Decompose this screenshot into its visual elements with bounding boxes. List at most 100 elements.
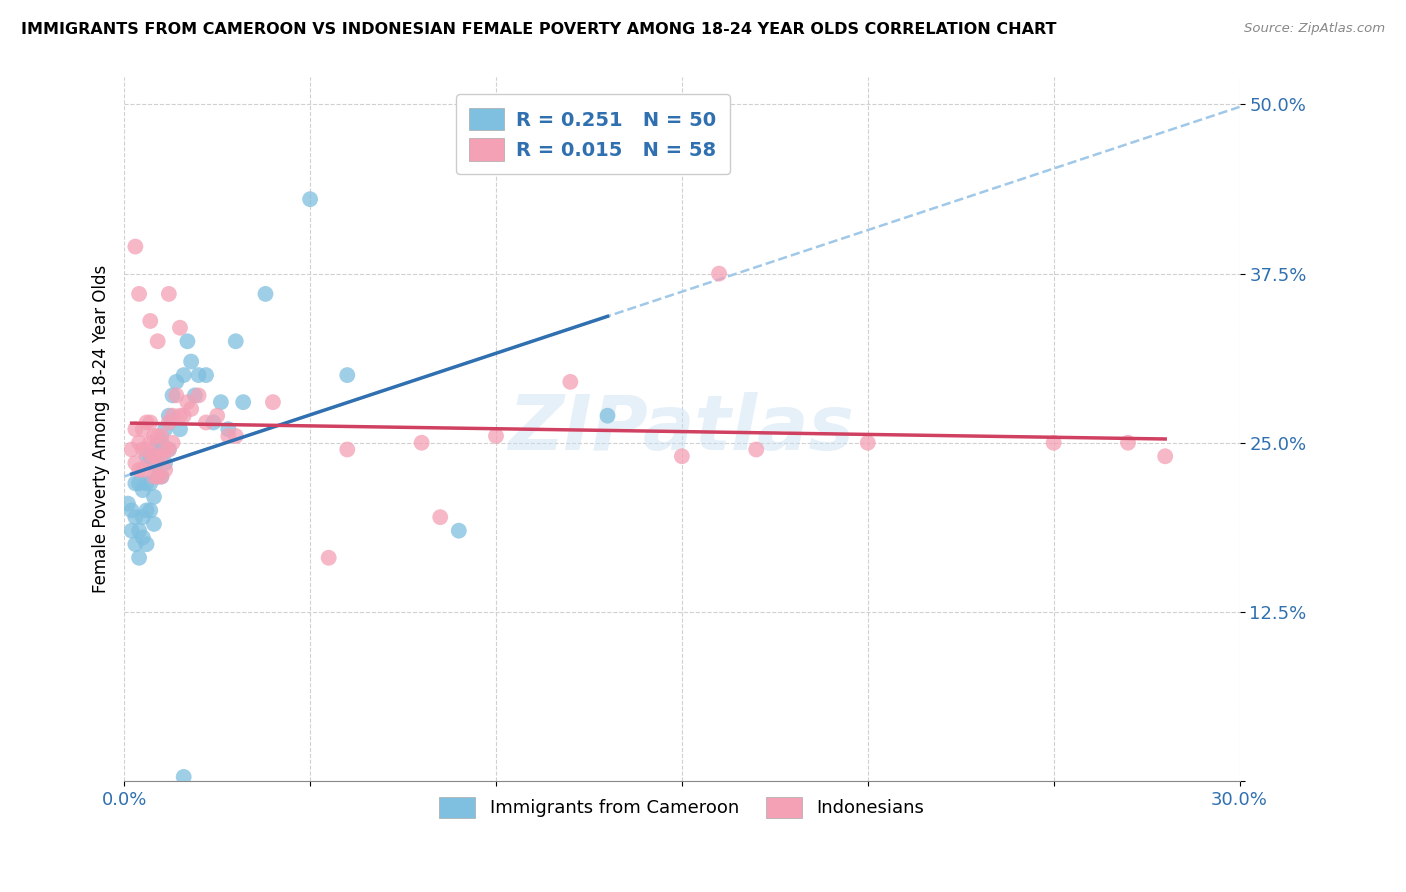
Point [184,388,207,402]
Point [150,469,173,483]
Point [169,409,191,423]
Point [153,456,176,470]
Point [150,469,173,483]
Point [169,422,191,436]
Point [195,416,218,430]
Point [146,469,169,483]
Point [139,416,162,430]
Point [232,395,254,409]
Point [429,510,451,524]
Point [596,409,619,423]
Point [205,409,228,423]
Point [1042,435,1064,450]
Point [180,354,202,368]
Point [856,435,879,450]
Point [180,401,202,416]
Point [132,510,155,524]
Point [143,490,166,504]
Point [1116,435,1139,450]
Point [262,395,284,409]
Point [135,442,157,457]
Point [157,442,180,457]
Point [162,388,184,402]
Point [225,429,247,443]
Point [173,770,195,784]
Point [169,320,191,334]
Point [121,524,143,538]
Point [153,463,176,477]
Point [411,435,433,450]
Point [254,287,277,301]
Point [150,435,173,450]
Point [165,388,187,402]
Point [209,395,232,409]
Point [173,368,195,383]
Point [117,497,139,511]
Point [165,375,187,389]
Point [176,334,198,349]
Point [139,314,162,328]
Point [299,192,322,206]
Point [217,429,239,443]
Point [153,442,176,457]
Y-axis label: Female Poverty Among 18-24 Year Olds: Female Poverty Among 18-24 Year Olds [93,265,110,593]
Point [121,442,143,457]
Point [124,510,146,524]
Point [195,368,218,383]
Point [132,442,155,457]
Point [150,450,173,464]
Point [447,524,470,538]
Point [132,422,155,436]
Point [745,442,768,457]
Point [336,368,359,383]
Point [128,476,150,491]
Point [132,531,155,545]
Point [135,476,157,491]
Point [336,442,359,457]
Point [139,503,162,517]
Point [187,368,209,383]
Point [121,503,143,517]
Point [124,537,146,551]
Point [143,516,166,531]
Point [128,550,150,565]
Point [124,422,146,436]
Point [146,450,169,464]
Point [139,435,162,450]
Point [671,450,693,464]
Point [225,334,247,349]
Point [128,435,150,450]
Point [187,388,209,402]
Point [162,409,184,423]
Point [128,287,150,301]
Point [150,429,173,443]
Point [153,422,176,436]
Point [135,450,157,464]
Point [173,409,195,423]
Point [143,469,166,483]
Point [157,287,180,301]
Point [135,537,157,551]
Text: IMMIGRANTS FROM CAMEROON VS INDONESIAN FEMALE POVERTY AMONG 18-24 YEAR OLDS CORR: IMMIGRANTS FROM CAMEROON VS INDONESIAN F… [21,22,1056,37]
Point [124,476,146,491]
Point [124,456,146,470]
Point [560,375,582,389]
Point [139,456,162,470]
Point [146,334,169,349]
Point [128,463,150,477]
Point [157,416,180,430]
Point [143,450,166,464]
Point [128,524,150,538]
Point [485,429,508,443]
Text: Source: ZipAtlas.com: Source: ZipAtlas.com [1244,22,1385,36]
Point [157,442,180,457]
Point [139,476,162,491]
Point [146,435,169,450]
Point [318,550,340,565]
Point [157,409,180,423]
Point [217,422,239,436]
Point [132,463,155,477]
Point [162,435,184,450]
Point [176,395,198,409]
Point [135,503,157,517]
